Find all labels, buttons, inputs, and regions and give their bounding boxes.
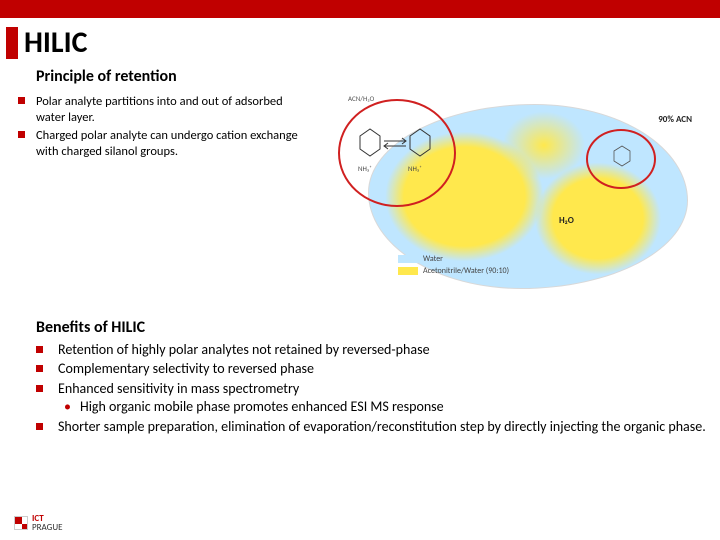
principle-item: Polar analyte partitions into and out of… bbox=[18, 94, 298, 126]
title-accent bbox=[6, 27, 18, 59]
ict-logo-icon bbox=[14, 516, 28, 530]
svg-text:NH₃⁺: NH₃⁺ bbox=[408, 164, 422, 173]
hilic-diagram: H₂O NH₃⁺ NH₃⁺ bbox=[308, 94, 698, 304]
footer-city: PRAGUE bbox=[32, 522, 63, 533]
molecule-equilibrium-icon: NH₃⁺ NH₃⁺ bbox=[340, 101, 458, 209]
h2o-label: H₂O bbox=[559, 215, 574, 226]
legend-label: Water bbox=[423, 254, 443, 264]
principle-item: Charged polar analyte can undergo cation… bbox=[18, 128, 298, 160]
page-title: HILIC bbox=[24, 24, 88, 61]
title-row: HILIC bbox=[0, 18, 720, 65]
benefit-sub-item: High organic mobile phase promotes enhan… bbox=[58, 398, 720, 416]
svg-text:NH₃⁺: NH₃⁺ bbox=[358, 164, 372, 173]
highlight-circle-left: NH₃⁺ NH₃⁺ bbox=[338, 99, 456, 207]
legend-swatch-acn bbox=[398, 267, 418, 275]
principle-row: Polar analyte partitions into and out of… bbox=[0, 94, 720, 304]
diagram-legend: Water Acetonitrile/Water (90:10) bbox=[398, 254, 509, 278]
benefit-text: Enhanced sensitivity in mass spectrometr… bbox=[58, 380, 299, 397]
benefits-section: Benefits of HILIC Retention of highly po… bbox=[0, 318, 720, 436]
legend-row: Acetonitrile/Water (90:10) bbox=[398, 266, 509, 276]
legend-label: Acetonitrile/Water (90:10) bbox=[423, 266, 509, 276]
benefits-list: Retention of highly polar analytes not r… bbox=[36, 341, 720, 436]
benefit-item: Enhanced sensitivity in mass spectrometr… bbox=[36, 380, 720, 417]
highlight-circle-right bbox=[586, 129, 656, 189]
benefit-item: Complementary selectivity to reversed ph… bbox=[36, 360, 720, 378]
acn-percent-label: 90% ACN bbox=[658, 114, 692, 125]
top-accent-bar bbox=[0, 0, 720, 18]
benefits-heading: Benefits of HILIC bbox=[36, 318, 720, 337]
benefit-item: Shorter sample preparation, elimination … bbox=[36, 418, 720, 436]
footer-logo: ICT PRAGUE bbox=[14, 514, 63, 532]
principle-heading: Principle of retention bbox=[0, 67, 720, 86]
legend-row: Water bbox=[398, 254, 509, 264]
benefit-item: Retention of highly polar analytes not r… bbox=[36, 341, 720, 359]
molecule-small-icon bbox=[588, 131, 658, 191]
footer-text: ICT PRAGUE bbox=[32, 514, 63, 532]
legend-swatch-water bbox=[398, 255, 418, 263]
solvent-label: ACN/H₂O bbox=[348, 94, 374, 103]
principle-text: Polar analyte partitions into and out of… bbox=[18, 94, 298, 304]
